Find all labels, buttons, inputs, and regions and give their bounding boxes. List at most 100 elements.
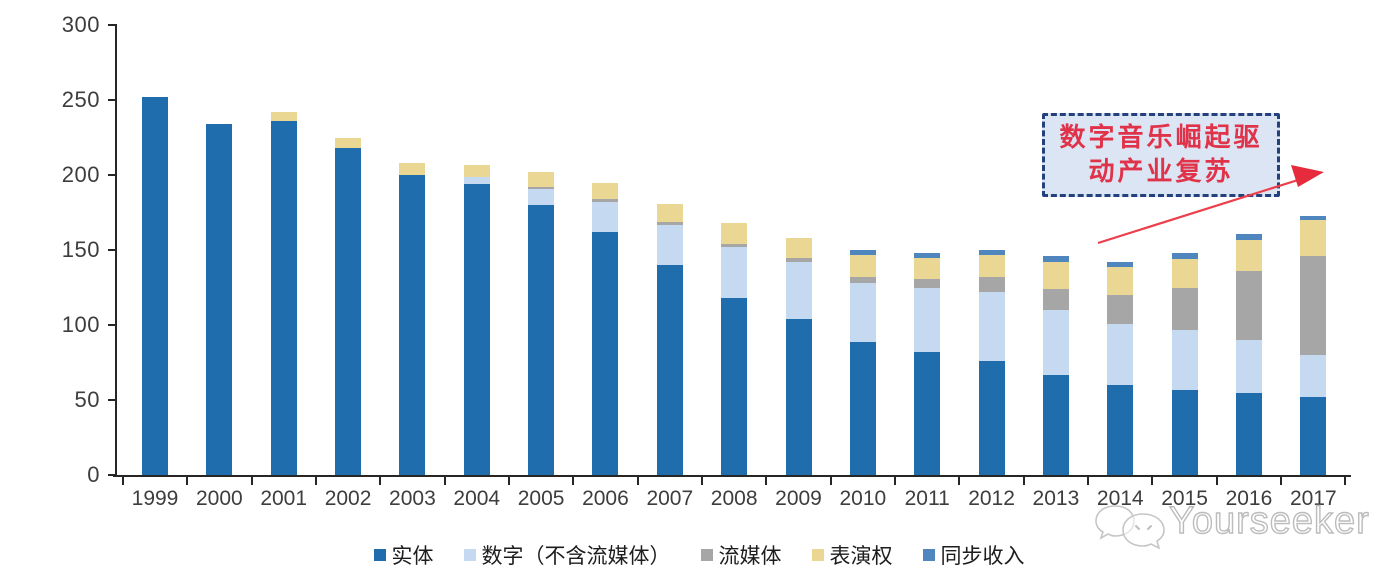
x-axis-tick	[1215, 477, 1218, 485]
x-axis-tick-label: 1999	[131, 487, 179, 510]
bar-segment	[849, 283, 876, 342]
x-axis-tick	[958, 477, 961, 485]
bar-segment	[1235, 340, 1262, 393]
legend-item: 数字（不含流媒体）	[463, 540, 671, 570]
bar-segment	[721, 223, 748, 244]
bar-segment	[849, 341, 876, 475]
bar-segment	[849, 254, 876, 277]
x-axis-tick-label: 2001	[260, 487, 308, 510]
x-axis-tick	[250, 477, 253, 485]
watermark-brand: Yourseeker	[1168, 499, 1370, 542]
annotation-arrow-icon	[1097, 165, 1324, 245]
y-axis-tick	[108, 249, 116, 251]
x-axis-tick-label: 2003	[389, 487, 436, 510]
legend-item: 同步收入	[922, 540, 1025, 570]
bar-segment	[1235, 239, 1262, 271]
x-axis-tick-label: 2008	[710, 487, 758, 510]
bar-segment	[785, 257, 812, 262]
bar-segment	[1171, 287, 1198, 330]
watermark: Yourseeker	[1093, 496, 1393, 560]
x-axis-tick-label: 2006	[582, 487, 629, 510]
bar-segment	[592, 202, 619, 232]
legend-item: 实体	[373, 540, 434, 570]
bar-segment	[1042, 289, 1069, 310]
x-axis-tick	[121, 477, 124, 485]
y-axis-tick-label: 200	[61, 162, 100, 187]
bar-segment	[592, 232, 619, 475]
bar-segment	[721, 298, 748, 475]
bar-segment	[399, 175, 426, 475]
bar-segment	[978, 250, 1005, 255]
x-axis-tick	[1022, 477, 1025, 485]
bar-segment	[270, 112, 297, 121]
bar-segment	[785, 238, 812, 258]
x-axis-tick	[443, 477, 446, 485]
x-axis-tick	[894, 477, 897, 485]
y-axis-tick-label: 300	[61, 12, 100, 37]
x-axis-tick	[1344, 477, 1347, 485]
bar-segment	[399, 163, 426, 175]
y-axis-tick	[108, 174, 116, 176]
y-axis-tick-label: 50	[74, 387, 100, 412]
bar-segment	[335, 148, 362, 475]
x-axis-tick	[1151, 477, 1154, 485]
bar-segment	[1107, 295, 1134, 324]
x-axis-tick	[379, 477, 382, 485]
bar-segment	[914, 287, 941, 352]
bar-segment	[1042, 262, 1069, 289]
legend-label: 流媒体	[718, 544, 782, 568]
legend-swatch-icon	[922, 549, 935, 561]
x-axis-tick-label: 2004	[453, 487, 501, 510]
bar-segment	[1107, 262, 1134, 267]
bar-segment	[463, 176, 490, 184]
x-axis-tick-label: 2005	[517, 487, 565, 510]
x-axis-tick-label: 2010	[839, 487, 887, 510]
bar-segment	[849, 250, 876, 255]
bar-segment	[463, 184, 490, 475]
y-axis-tick	[108, 324, 116, 326]
bar-segment	[914, 253, 941, 258]
y-axis-line	[115, 24, 117, 477]
x-axis-tick	[572, 477, 575, 485]
x-axis-tick	[1087, 477, 1090, 485]
bar-segment	[592, 199, 619, 202]
bar-segment	[978, 292, 1005, 361]
bar-segment	[206, 124, 233, 475]
bar-segment	[1235, 392, 1262, 475]
x-axis-tick	[507, 477, 510, 485]
bar-segment	[1235, 271, 1262, 340]
x-axis-tick-label: 2007	[646, 487, 694, 510]
x-axis-tick-label: 2013	[1032, 487, 1080, 510]
legend-swatch-icon	[373, 549, 386, 561]
bar-segment	[785, 262, 812, 319]
bar-segment	[1171, 259, 1198, 288]
legend-item: 表演权	[811, 540, 893, 570]
x-axis-tick-label: 2016	[1225, 487, 1273, 510]
x-axis-tick-label: 2012	[968, 487, 1015, 510]
x-axis-line	[113, 475, 1351, 477]
bar-segment	[528, 205, 555, 475]
x-axis-tick	[1280, 477, 1283, 485]
legend-swatch-icon	[811, 549, 824, 561]
bar-segment	[656, 221, 683, 225]
bar-segment	[1107, 266, 1134, 295]
annotation-text-line1: 数字音乐崛起驱	[1059, 123, 1263, 152]
legend-label: 同步收入	[940, 544, 1025, 568]
x-axis-tick-label: 2015	[1161, 487, 1208, 510]
legend-swatch-icon	[463, 549, 476, 561]
legend-item: 流媒体	[700, 540, 782, 570]
y-axis-tick	[108, 99, 116, 101]
bar-segment	[721, 247, 748, 298]
legend-label: 数字（不含流媒体）	[481, 544, 671, 568]
y-axis-tick-label: 150	[61, 237, 100, 262]
bar-segment	[978, 254, 1005, 277]
x-axis-tick	[829, 477, 832, 485]
bar-segment	[1171, 329, 1198, 390]
wechat-icon	[1095, 505, 1165, 550]
x-axis-tick	[765, 477, 768, 485]
bar-segment	[1300, 397, 1327, 475]
bar-segment	[528, 187, 555, 189]
bar-segment	[978, 277, 1005, 292]
y-axis-tick	[108, 399, 116, 401]
